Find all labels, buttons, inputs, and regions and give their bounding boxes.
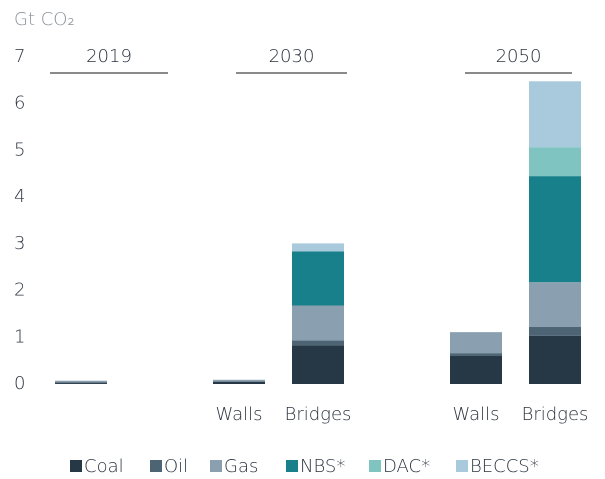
y-tick-label: 7 (14, 46, 25, 67)
bar-segment (529, 282, 581, 328)
legend-swatch (286, 460, 298, 472)
y-tick-label: 0 (14, 373, 25, 394)
bar-segment (55, 383, 107, 384)
x-tick-label: Bridges (522, 404, 589, 425)
y-tick-label: 3 (14, 233, 25, 254)
y-tick-label: 4 (14, 186, 25, 207)
bar-segment (213, 379, 265, 382)
legend-swatch (210, 460, 222, 472)
bar-segment (292, 243, 344, 252)
group-label: 2030 (269, 46, 315, 67)
legend-label: BECCS* (470, 456, 539, 477)
group-label: 2050 (496, 46, 542, 67)
legend-label: NBS* (300, 456, 345, 477)
bar-segment (450, 355, 502, 384)
bar-segment (292, 305, 344, 341)
bar-segment (529, 335, 581, 384)
y-tick-label: 6 (14, 93, 25, 114)
legend-label: DAC* (383, 456, 430, 477)
y-tick-label: 2 (14, 280, 25, 301)
legend-label: Gas (224, 456, 258, 477)
legend-swatch (70, 460, 82, 472)
legend-swatch (456, 460, 468, 472)
legend-label: Oil (164, 456, 188, 477)
bar-segment (450, 353, 502, 356)
bar-segment (529, 81, 581, 148)
bar-segment (292, 340, 344, 346)
bar-segment (213, 381, 265, 384)
x-tick-label: Walls (452, 404, 499, 425)
y-tick-label: 1 (14, 326, 25, 347)
bar-segment (529, 176, 581, 283)
y-axis-label: Gt CO₂ (14, 9, 75, 30)
bar-segment (292, 251, 344, 306)
group-label: 2019 (86, 46, 132, 67)
legend-label: Coal (84, 456, 124, 477)
legend-swatch (369, 460, 381, 472)
bar-segment (292, 345, 344, 384)
bar-segment (450, 332, 502, 354)
x-tick-label: Walls (215, 404, 262, 425)
bar-segment (55, 380, 107, 383)
bar-segment (55, 382, 107, 384)
bar-segment (529, 327, 581, 336)
bar-segment (529, 147, 581, 177)
x-tick-label: Bridges (285, 404, 352, 425)
y-tick-label: 5 (14, 139, 25, 160)
legend-swatch (150, 460, 162, 472)
